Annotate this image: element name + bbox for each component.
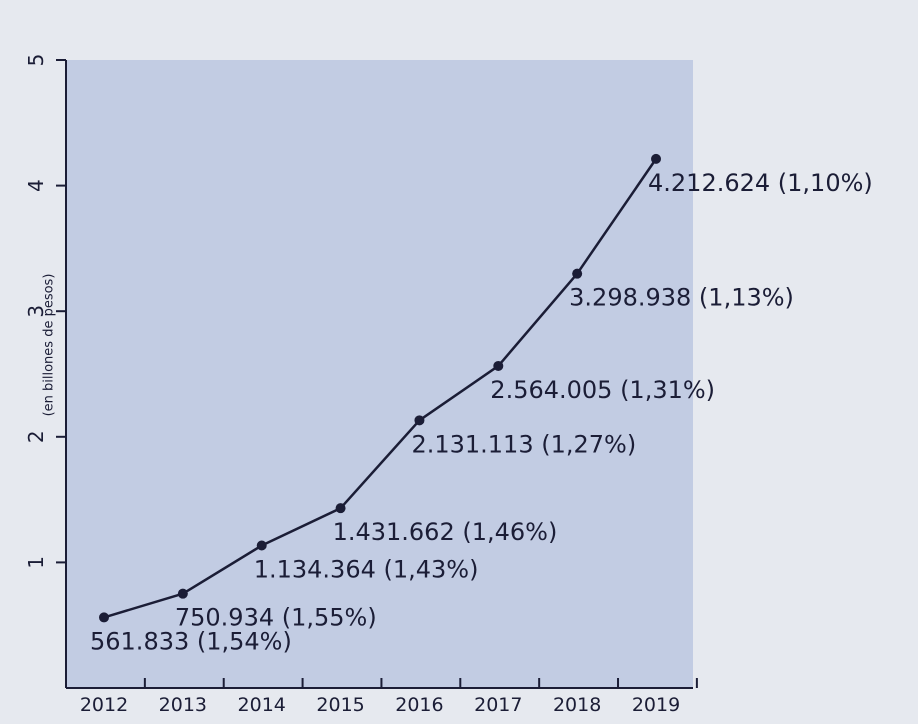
data-point — [651, 153, 662, 164]
data-point — [335, 503, 346, 514]
data-labels: 561.833 (1,54%)750.934 (1,55%) 1.134.364 … — [90, 169, 873, 656]
x-tick-label: 2013 — [159, 694, 207, 716]
x-tick-label: 2012 — [80, 694, 128, 716]
data-point — [493, 360, 504, 371]
y-tick-label: 1 — [24, 556, 48, 569]
data-points — [99, 153, 662, 623]
y-tick-label: 2 — [24, 430, 48, 443]
x-ticks: 2012 2013 2014 2015 2016 2017 2018 2019 — [65, 678, 698, 716]
y-ticks: 1 2 3 4 5 — [24, 54, 66, 569]
series-line — [103, 158, 658, 619]
y-tick-label: 4 — [24, 179, 48, 192]
data-point — [177, 588, 188, 599]
data-label: 4.212.624 (1,10%) — [648, 169, 873, 197]
x-tick-label: 2017 — [474, 694, 522, 716]
x-tick-label: 2019 — [632, 694, 680, 716]
data-label: 2.131.113 (1,27%) — [411, 430, 636, 458]
x-tick-label: 2014 — [238, 694, 286, 716]
y-tick-label: 3 — [24, 305, 48, 318]
x-tick-label: 2016 — [395, 694, 443, 716]
data-label: 3.298.938 (1,13%) — [569, 284, 794, 312]
x-tick-label: 2015 — [316, 694, 364, 716]
data-point — [99, 612, 109, 623]
y-tick-label: 5 — [24, 54, 48, 67]
data-label: 1.134.364 (1,43%) — [254, 556, 479, 584]
x-tick-label: 2018 — [553, 694, 601, 716]
data-point — [572, 268, 583, 279]
data-label: 750.934 (1,55%) — [175, 604, 377, 632]
data-label: 1.431.662 (1,46%) — [333, 518, 558, 546]
axes — [65, 60, 693, 689]
y-axis-label: (en billones de pesos) — [42, 274, 57, 417]
plot-area — [66, 60, 693, 688]
data-label: 2.564.005 (1,31%) — [490, 376, 715, 404]
data-label: 561.833 (1,54%) — [90, 627, 292, 655]
data-point — [414, 415, 425, 426]
data-point — [256, 540, 267, 551]
